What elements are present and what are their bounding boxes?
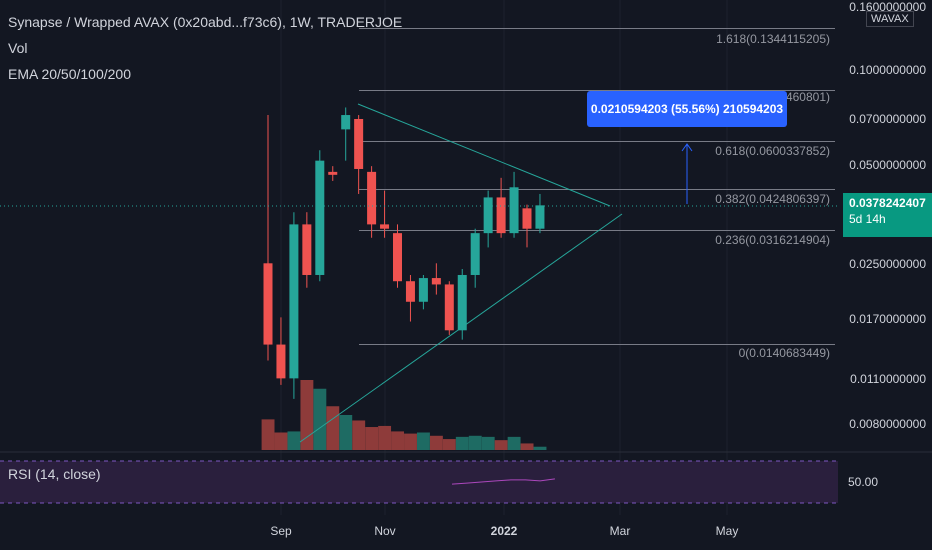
candle-body <box>315 160 325 275</box>
rsi-axis-label: 50.00 <box>847 475 878 489</box>
price-range-measure-label[interactable]: 0.0210594203 (55.56%) 210594203 <box>587 91 787 127</box>
candle-body <box>457 274 467 331</box>
price-label: 0.0250000000 <box>849 257 926 271</box>
volume-bar <box>404 433 417 450</box>
candle-body <box>418 278 428 302</box>
candlesticks <box>263 107 545 399</box>
vol-indicator-label[interactable]: Vol <box>8 40 28 56</box>
price-label: 0.1600000000 <box>849 0 926 14</box>
candle-body <box>444 284 454 331</box>
candle-body <box>276 344 286 379</box>
candle-body <box>483 197 493 234</box>
time-label: Nov <box>374 524 396 538</box>
price-label: 0.0700000000 <box>849 112 926 126</box>
time-label: May <box>715 524 739 538</box>
rsi-band <box>0 461 838 503</box>
candle-body <box>341 115 351 130</box>
candle-body <box>522 208 532 229</box>
candle-body <box>393 233 402 282</box>
volume-bar <box>300 380 314 450</box>
volume-bar <box>494 440 508 450</box>
fib-level-label: 0.236(0.0316214904) <box>715 233 830 247</box>
fib-level-label: 0.618(0.0600337852) <box>715 144 830 158</box>
volume-bar <box>274 432 288 450</box>
last-price-value: 0.0378242407 <box>849 196 926 210</box>
volume-bar <box>455 436 469 450</box>
rsi-line <box>451 478 555 485</box>
candle-body <box>431 278 441 285</box>
volume-bars <box>261 380 547 450</box>
price-label: 0.0500000000 <box>849 158 926 172</box>
rsi-indicator-label[interactable]: RSI (14, close) <box>8 466 101 482</box>
chart-grid <box>280 0 728 515</box>
price-label: 0.1000000000 <box>849 63 926 77</box>
fib-level-label: 1.618(0.1344115205) <box>716 32 830 46</box>
volume-bar <box>313 388 327 450</box>
volume-bar <box>417 432 430 450</box>
volume-bar <box>481 436 495 450</box>
triangle-lower-line[interactable] <box>299 213 623 443</box>
triangle-upper-line[interactable] <box>357 103 611 207</box>
fib-level-label: 0(0.0140683449) <box>738 346 830 360</box>
price-label: 0.0110000000 <box>850 372 926 386</box>
volume-bar <box>365 427 379 450</box>
time-label: Mar <box>609 524 631 538</box>
volume-bar <box>468 435 482 450</box>
candle-body <box>354 118 364 169</box>
bar-countdown: 5d 14h <box>849 212 886 226</box>
time-label: 2022 <box>490 524 518 538</box>
price-label: 0.0080000000 <box>849 417 926 431</box>
candle-body <box>470 233 480 275</box>
quote-currency-badge[interactable]: WAVAX <box>866 11 914 27</box>
volume-bar <box>507 436 521 450</box>
price-label: 0.0170000000 <box>849 312 926 326</box>
candle-body <box>328 171 338 175</box>
candle-body <box>302 224 312 275</box>
volume-bar <box>533 446 547 450</box>
ema-indicator-label[interactable]: EMA 20/50/100/200 <box>8 66 131 82</box>
volume-bar <box>442 439 456 450</box>
volume-bar <box>429 435 443 450</box>
candle-body <box>509 187 519 234</box>
last-price-tag: 0.0378242407 5d 14h <box>843 193 932 237</box>
volume-bar <box>339 415 353 450</box>
candle-body <box>405 281 415 302</box>
fib-level-label: 0.382(0.0424806397) <box>715 192 830 206</box>
volume-bar <box>352 420 366 450</box>
candle-body <box>289 224 299 379</box>
volume-bar <box>520 443 534 450</box>
chart-title[interactable]: Synapse / Wrapped AVAX (0x20abd...f73c6)… <box>8 14 403 30</box>
volume-bar <box>378 425 392 450</box>
candle-body <box>535 205 545 229</box>
volume-bar <box>391 431 404 450</box>
arrow-head-icon <box>681 143 693 152</box>
candle-body <box>367 171 377 225</box>
volume-bar <box>261 419 275 450</box>
time-label: Sep <box>270 524 292 538</box>
candle-body <box>380 224 390 229</box>
candle-body <box>263 263 273 345</box>
volume-bar <box>326 406 340 450</box>
volume-bar <box>287 431 301 450</box>
candle-body <box>496 197 506 234</box>
